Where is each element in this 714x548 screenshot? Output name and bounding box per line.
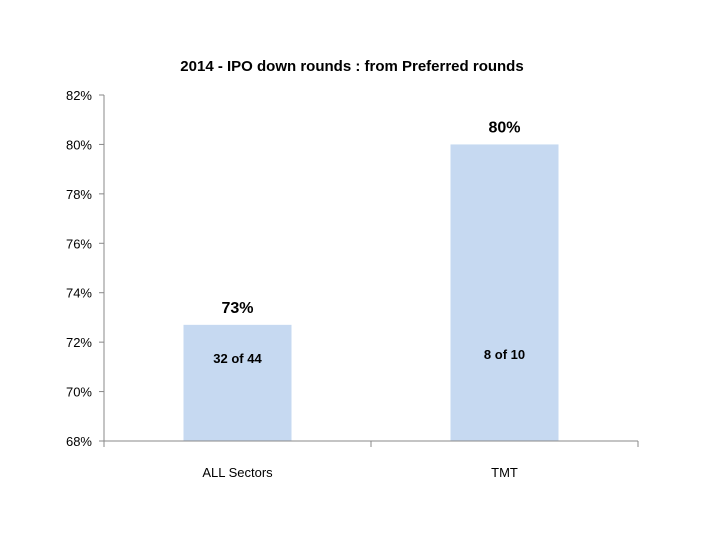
- y-tick-label: 70%: [66, 385, 92, 400]
- bar-1: [450, 144, 559, 441]
- bars-group: 73% 32 of 44 80% 8 of 10: [183, 119, 559, 441]
- bar-value-label: 73%: [221, 300, 253, 317]
- x-category-label: TMT: [491, 465, 518, 480]
- x-axis: ALL Sectors TMT: [103, 440, 639, 480]
- y-axis: 68% 70% 72% 74% 76% 78% 80% 82%: [66, 88, 105, 449]
- y-tick-label: 74%: [66, 286, 92, 301]
- bar-0: [183, 324, 292, 441]
- bar-value-label: 80%: [488, 119, 520, 136]
- x-category-label: ALL Sectors: [202, 465, 273, 480]
- y-tick-label: 76%: [66, 236, 92, 251]
- y-tick-label: 80%: [66, 137, 92, 152]
- bar-inner-label: 32 of 44: [213, 351, 262, 366]
- chart-title: 2014 - IPO down rounds : from Preferred …: [180, 58, 523, 75]
- y-tick-label: 68%: [66, 434, 92, 449]
- y-tick-label: 82%: [66, 88, 92, 103]
- bar-inner-label: 8 of 10: [484, 347, 525, 362]
- y-tick-label: 72%: [66, 335, 92, 350]
- y-tick-label: 78%: [66, 187, 92, 202]
